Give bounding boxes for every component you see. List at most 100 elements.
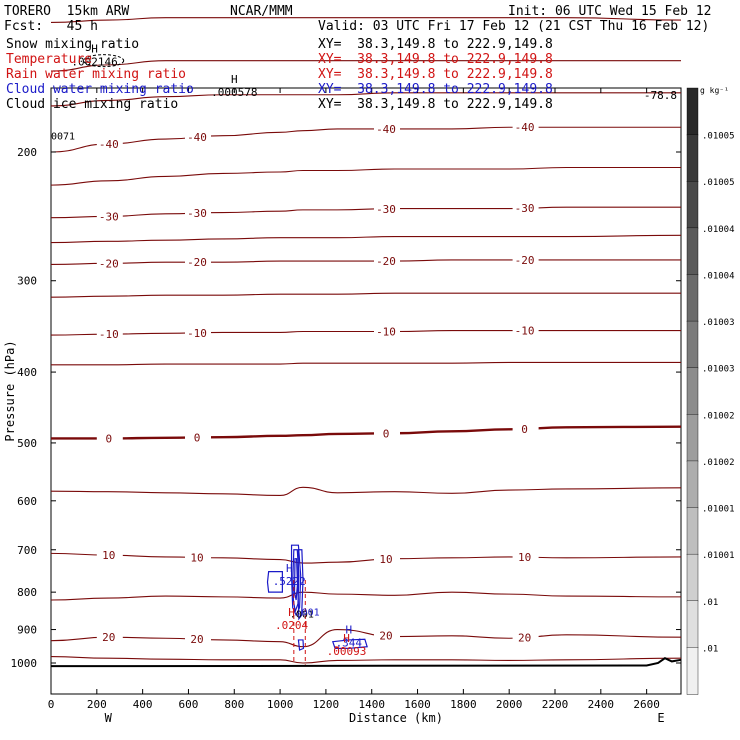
temp-contour-label: 10 [518, 551, 531, 564]
valid-time: Valid: 03 UTC Fri 17 Feb 12 (21 CST Thu … [318, 19, 710, 34]
colorbar-swatch [686, 460, 699, 509]
colorbar-label: .01005 [702, 178, 735, 188]
colorbar-label: .01001 [702, 551, 735, 561]
snow-contour [83, 54, 125, 68]
x-tick-label: 1000 [267, 698, 294, 711]
temp-contour-label: -10 [376, 325, 396, 338]
contour-value-label: .001 [296, 607, 320, 618]
extremum-marker: H [346, 624, 353, 637]
extremum-marker: H [91, 43, 98, 56]
temp-contour-label: -10 [515, 325, 535, 338]
colorbar-label: .01004 [702, 271, 735, 281]
contour-value-label: 0071 [51, 132, 75, 143]
temp-label-bg [374, 552, 400, 565]
temp-label-bg [512, 252, 539, 265]
field-cloudwater-name: Cloud water mixing ratio [6, 82, 194, 97]
terrain-line [50, 657, 682, 668]
temp-contour-m30 [50, 206, 681, 219]
y-axis-label: Pressure (hPa) [3, 340, 17, 441]
x-axis-label: Distance (km) [349, 711, 443, 725]
temp-label-bg [96, 548, 123, 561]
colorbar-label: .01002 [702, 458, 735, 468]
x-tick-label: 1800 [450, 698, 477, 711]
temp-label-bg [512, 323, 539, 336]
temp-label-bg [96, 630, 123, 643]
temp-contour-label: -10 [99, 328, 119, 341]
temp-contour-5 [50, 486, 682, 497]
temp-contour-label: -10 [187, 327, 207, 340]
temp-contour-label: -30 [99, 210, 119, 223]
field-cloudwater-xy: XY= 38.3,149.8 to 222.9,149.8 [318, 82, 553, 97]
temp-contour-25 [50, 656, 682, 664]
y-tick-label: 700 [17, 544, 37, 557]
field-temperature-name: Temperature [6, 52, 93, 67]
colorbar-swatch [686, 134, 699, 182]
temp-label-bg [96, 256, 123, 269]
microphysics-contours [83, 54, 368, 665]
x-tick-label: 2200 [542, 698, 569, 711]
cloud-water-contour [331, 638, 368, 649]
field-rain-xy: XY= 38.3,149.8 to 222.9,149.8 [318, 67, 553, 82]
temp-contour-15 [50, 591, 682, 601]
colorbar-swatch [686, 320, 699, 369]
temp-label-bg [185, 206, 211, 219]
plot-border [50, 87, 682, 695]
temp-contour-m35 [50, 166, 681, 186]
temp-contour-label: -20 [187, 256, 207, 269]
y-tick-label: 900 [17, 624, 37, 637]
temp-contour-m15 [50, 292, 681, 298]
extremum-value: .002146 [71, 56, 117, 69]
colorbar-swatch [686, 507, 699, 555]
cloud-water-contour [266, 571, 283, 593]
y-tick-label: 500 [17, 437, 37, 450]
axes: 0 200 400 600 800 1000 1200 1400 1600 1800 2000 220… [3, 88, 681, 725]
x-tick-label: 0 [48, 698, 55, 711]
temp-contour-label: -40 [515, 121, 535, 134]
temp-label-bg [374, 121, 400, 134]
x-end-label-west: W [105, 711, 113, 725]
temp-label-bg [185, 550, 211, 563]
cloud-water-contour [297, 549, 304, 621]
extremum-marker: H [343, 632, 350, 645]
temp-contour-label: 0 [383, 427, 390, 440]
colorbar-swatch [686, 274, 699, 322]
field-temperature-xy: XY= 38.3,149.8 to 222.9,149.8 [318, 52, 553, 67]
colorbar-swatch [686, 181, 699, 229]
y-tick-label: 200 [17, 146, 37, 159]
temp-contour-label: -20 [515, 254, 535, 267]
temp-contour-m25 [50, 234, 682, 244]
temp-contour-m50 [50, 60, 681, 72]
temp-contour-label: 10 [190, 551, 203, 564]
temp-label-bg [185, 632, 211, 645]
colorbar: .01005 .01005 .01004 .01004 .01003 .01003 .010… [686, 86, 735, 695]
init-time: Init: 06 UTC Wed 15 Feb 12 [508, 4, 712, 19]
x-tick-label: 1600 [404, 698, 431, 711]
terrain-profile [50, 657, 682, 668]
colorbar-label: .01004 [702, 225, 735, 235]
temp-contour-10 [50, 552, 682, 564]
y-tick-label: 1000 [11, 657, 38, 670]
extremum-marker: H [286, 562, 293, 575]
temp-label-bg [374, 254, 400, 267]
contour-value-label: .001 [290, 609, 314, 620]
temp-contour-label: 20 [102, 631, 115, 644]
center-name: NCAR/MMM [230, 4, 293, 19]
colorbar-label: .01002 [702, 411, 735, 421]
extremum-value: .0204 [275, 619, 308, 632]
temp-label-bg [96, 327, 123, 340]
x-tick-label: 1200 [313, 698, 340, 711]
colorbar-label: .01003 [702, 318, 735, 328]
temp-contour-label: 10 [379, 553, 392, 566]
colorbar-label: .01 [702, 644, 718, 654]
temp-label-bg [512, 120, 539, 133]
extremum-value: .00093 [327, 645, 367, 658]
colorbar-swatch [686, 367, 699, 416]
temp-contour-label: -40 [99, 138, 119, 151]
temp-contour-m60 [50, 17, 682, 24]
x-tick-label: 400 [133, 698, 153, 711]
colorbar-swatch [686, 647, 699, 695]
x-tick-label: 2400 [588, 698, 615, 711]
colorbar-swatch [686, 600, 699, 649]
temp-label-bg [374, 201, 400, 214]
temp-contour-m45 [50, 92, 681, 107]
